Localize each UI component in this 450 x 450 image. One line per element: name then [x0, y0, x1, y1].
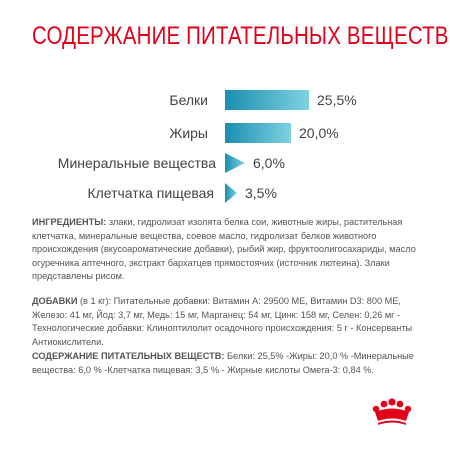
nutrient-bar — [225, 123, 291, 143]
page-title: СОДЕРЖАНИЕ ПИТАТЕЛЬНЫХ ВЕЩЕСТВ — [32, 22, 449, 50]
additives-text: (в 1 кг): Питательные добавки: Витамин A… — [32, 296, 413, 347]
nutrient-value: 25,5% — [317, 92, 357, 108]
nutrient-bar — [225, 183, 237, 203]
nutrient-row: Клетчатка пищевая 3,5% — [0, 183, 450, 203]
nutrient-label: Белки — [169, 92, 208, 108]
nutrient-row: Жиры 20,0% — [0, 123, 450, 143]
nutrient-value: 20,0% — [299, 125, 339, 141]
summary-paragraph: СОДЕРЖАНИЕ ПИТАТЕЛЬНЫХ ВЕЩЕСТВ: Белки: 2… — [32, 350, 427, 377]
summary-heading: СОДЕРЖАНИЕ ПИТАТЕЛЬНЫХ ВЕЩЕСТВ: — [32, 351, 225, 361]
nutrient-bar — [225, 153, 245, 173]
nutrient-row: Белки 25,5% — [0, 90, 450, 110]
nutrient-value: 3,5% — [245, 185, 277, 201]
crown-icon — [372, 398, 412, 425]
nutrient-bar — [225, 90, 309, 110]
additives-heading: ДОБАВКИ — [32, 296, 78, 306]
ingredients-heading: ИНГРЕДИЕНТЫ: — [32, 217, 107, 227]
nutrient-label: Минеральные вещества — [57, 155, 216, 171]
ingredients-paragraph: ИНГРЕДИЕНТЫ: злаки, гидролизат изолята б… — [32, 216, 427, 284]
nutrient-value: 6,0% — [253, 155, 285, 171]
ingredients-text: злаки, гидролизат изолята белка сои, жив… — [32, 217, 416, 282]
additives-paragraph: ДОБАВКИ (в 1 кг): Питательные добавки: В… — [32, 295, 427, 349]
nutrient-label: Клетчатка пищевая — [87, 185, 214, 201]
nutrient-row: Минеральные вещества 6,0% — [0, 153, 450, 173]
nutrient-label: Жиры — [169, 125, 208, 141]
summary-text: Белки: 25,5% -Жиры: 20,0 % -Минеральные … — [32, 351, 414, 375]
